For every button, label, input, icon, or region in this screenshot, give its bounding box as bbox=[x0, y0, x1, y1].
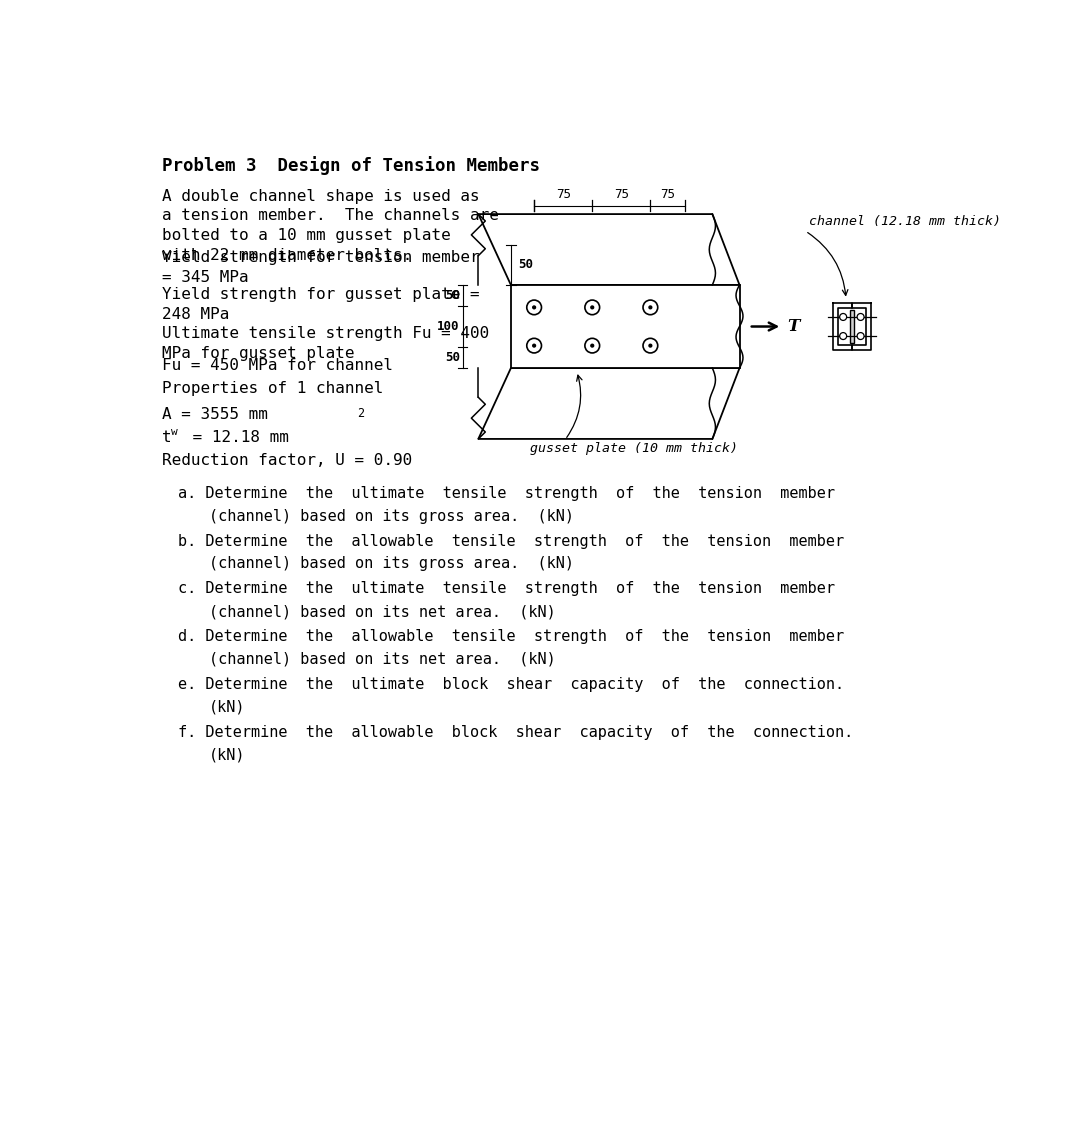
Circle shape bbox=[839, 314, 847, 320]
Text: Fu = 450 MPa for channel: Fu = 450 MPa for channel bbox=[162, 358, 393, 373]
Text: 75: 75 bbox=[660, 187, 675, 201]
Text: Problem 3  Design of Tension Members: Problem 3 Design of Tension Members bbox=[162, 157, 540, 175]
Circle shape bbox=[591, 344, 594, 346]
Text: Properties of 1 channel: Properties of 1 channel bbox=[162, 382, 383, 396]
Text: (channel) based on its net area.  (kN): (channel) based on its net area. (kN) bbox=[208, 604, 555, 619]
Text: Reduction factor, U = 0.90: Reduction factor, U = 0.90 bbox=[162, 453, 413, 468]
Text: 2: 2 bbox=[357, 407, 365, 419]
Text: e. Determine  the  ultimate  block  shear  capacity  of  the  connection.: e. Determine the ultimate block shear ca… bbox=[177, 677, 843, 692]
Text: 50: 50 bbox=[445, 351, 460, 365]
Text: gusset plate (10 mm thick): gusset plate (10 mm thick) bbox=[530, 442, 739, 456]
Circle shape bbox=[532, 344, 536, 346]
Text: 75: 75 bbox=[556, 187, 570, 201]
Text: d. Determine  the  allowable  tensile  strength  of  the  tension  member: d. Determine the allowable tensile stren… bbox=[177, 629, 843, 644]
Circle shape bbox=[591, 306, 594, 309]
Text: Ultimate tensile strength Fu = 400
MPa for gusset plate: Ultimate tensile strength Fu = 400 MPa f… bbox=[162, 326, 489, 360]
Circle shape bbox=[532, 306, 536, 309]
Text: 100: 100 bbox=[437, 320, 460, 333]
Circle shape bbox=[858, 333, 864, 340]
Text: = 12.18 mm: = 12.18 mm bbox=[183, 429, 288, 444]
Circle shape bbox=[649, 306, 651, 309]
Text: a. Determine  the  ultimate  tensile  strength  of  the  tension  member: a. Determine the ultimate tensile streng… bbox=[177, 486, 835, 501]
Text: 50: 50 bbox=[518, 258, 534, 272]
Text: f. Determine  the  allowable  block  shear  capacity  of  the  connection.: f. Determine the allowable block shear c… bbox=[177, 725, 853, 740]
Text: T: T bbox=[787, 318, 800, 335]
Text: Yield strength for tension member
= 345 MPa: Yield strength for tension member = 345 … bbox=[162, 250, 480, 285]
Text: channel (12.18 mm thick): channel (12.18 mm thick) bbox=[809, 216, 1001, 228]
Text: 50: 50 bbox=[445, 289, 460, 302]
Text: 75: 75 bbox=[613, 187, 629, 201]
Text: Yield strength for gusset plate =
248 MPa: Yield strength for gusset plate = 248 MP… bbox=[162, 287, 480, 321]
Text: (channel) based on its net area.  (kN): (channel) based on its net area. (kN) bbox=[208, 652, 555, 667]
Text: t: t bbox=[162, 429, 172, 444]
Polygon shape bbox=[478, 368, 740, 438]
Bar bbox=[511, 285, 740, 368]
Circle shape bbox=[839, 333, 847, 340]
Circle shape bbox=[649, 344, 651, 346]
Text: (kN): (kN) bbox=[208, 700, 245, 715]
Text: A = 3555 mm: A = 3555 mm bbox=[162, 407, 268, 421]
Text: A double channel shape is used as
a tension member.  The channels are
bolted to : A double channel shape is used as a tens… bbox=[162, 189, 499, 264]
Text: c. Determine  the  ultimate  tensile  strength  of  the  tension  member: c. Determine the ultimate tensile streng… bbox=[177, 582, 835, 596]
Bar bbox=[850, 310, 854, 343]
Polygon shape bbox=[478, 214, 740, 285]
Text: (channel) based on its gross area.  (kN): (channel) based on its gross area. (kN) bbox=[208, 509, 573, 524]
Text: (channel) based on its gross area.  (kN): (channel) based on its gross area. (kN) bbox=[208, 557, 573, 571]
Text: (kN): (kN) bbox=[208, 747, 245, 762]
Text: b. Determine  the  allowable  tensile  strength  of  the  tension  member: b. Determine the allowable tensile stren… bbox=[177, 534, 843, 549]
Text: w: w bbox=[171, 427, 178, 437]
Circle shape bbox=[858, 314, 864, 320]
